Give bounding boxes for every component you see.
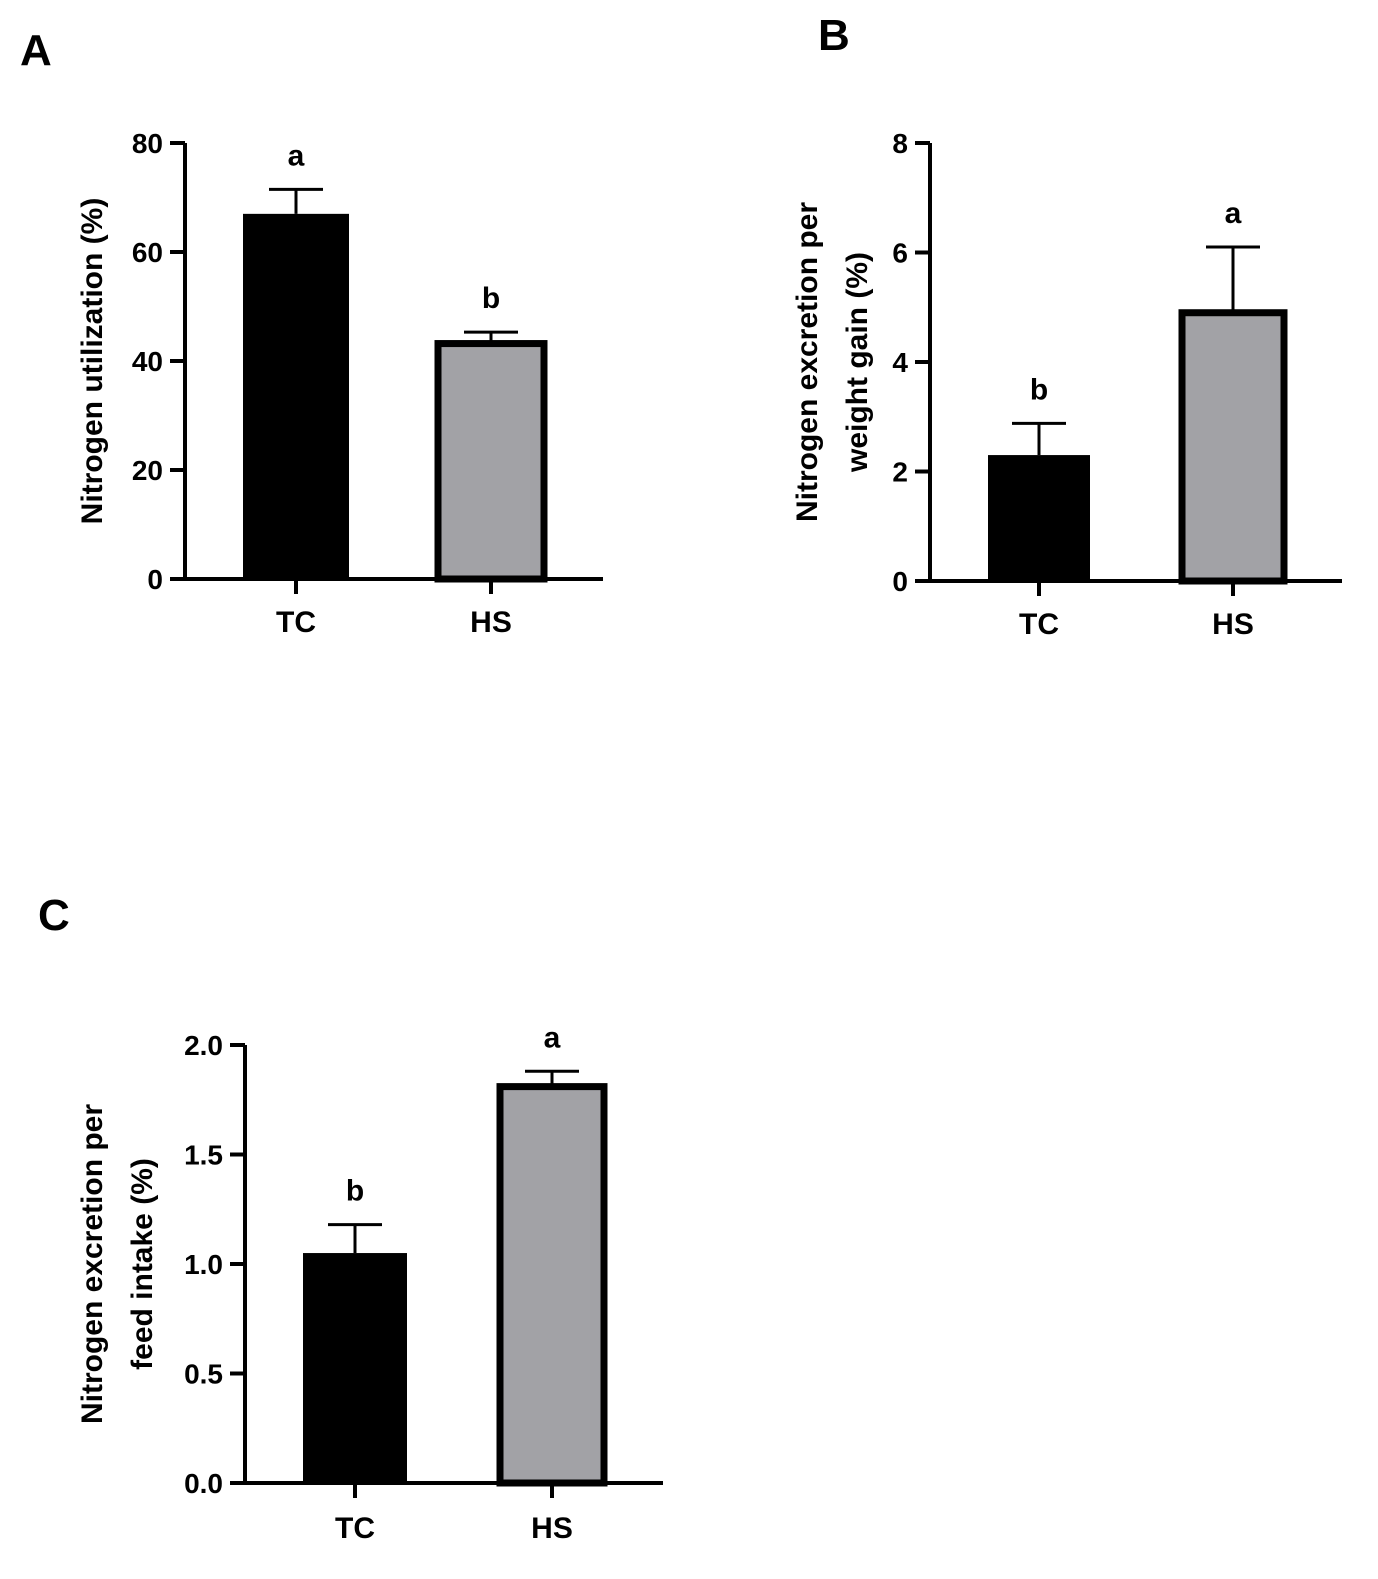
panel-b: B Nitrogen excretion per weight gain (%)…: [791, 11, 1342, 641]
bar-tc: [988, 455, 1090, 581]
y-axis-label-c-line-2: feed intake (%): [126, 1158, 159, 1370]
y-tick-label-c: 2.0: [184, 1030, 223, 1061]
y-tick-label-c: 1.5: [184, 1140, 223, 1171]
significance-label: b: [482, 282, 500, 315]
bars-a: a TC b HS: [243, 139, 548, 639]
y-tick-label-b: 0: [892, 566, 908, 597]
y-tick-label-c: 1.0: [184, 1249, 223, 1280]
bar-hs: [496, 1083, 608, 1487]
y-tick-label-b: 4: [892, 347, 908, 378]
panel-letter-a: A: [20, 26, 52, 75]
y-ticks-a: 0 20 40 60 80: [132, 128, 185, 595]
panel-letter-c: C: [38, 891, 70, 940]
y-tick-label-c: 0.5: [184, 1359, 223, 1390]
y-tick-label-a: 0: [147, 564, 163, 595]
x-tick-label-tc: TC: [276, 606, 316, 639]
x-tick-label-tc: TC: [1019, 608, 1059, 641]
y-axis-label-b-line-1: Nitrogen excretion per: [791, 202, 824, 522]
bars-c: b TC a HS: [303, 1021, 608, 1545]
bar-tc: [303, 1253, 407, 1483]
y-ticks-b: 0 2 4 6 8: [892, 128, 930, 597]
y-tick-label-b: 6: [892, 238, 908, 269]
y-axis-label-b-line-2: weight gain (%): [841, 252, 874, 473]
y-tick-label-b: 2: [892, 457, 908, 488]
y-tick-label-b: 8: [892, 128, 908, 159]
significance-label: b: [346, 1175, 364, 1208]
significance-label: b: [1030, 373, 1048, 406]
y-tick-label-a: 80: [132, 128, 163, 159]
x-tick-label-hs: HS: [531, 1512, 573, 1545]
significance-label: a: [544, 1021, 561, 1054]
y-tick-label-a: 60: [132, 237, 163, 268]
y-tick-label-c: 0.0: [184, 1468, 223, 1499]
y-tick-label-a: 40: [132, 346, 163, 377]
panel-a: A Nitrogen utilization (%) 0 20 40 60 80 a TC…: [20, 26, 603, 639]
y-axis-label-a: Nitrogen utilization (%): [76, 198, 109, 525]
y-ticks-c: 0.0 0.5 1.0 1.5 2.0: [184, 1030, 245, 1499]
y-tick-label-a: 20: [132, 455, 163, 486]
x-tick-label-tc: TC: [335, 1512, 375, 1545]
y-axis-label-c-line-1: Nitrogen excretion per: [76, 1104, 109, 1424]
bar-tc: [243, 213, 349, 579]
significance-label: a: [1225, 197, 1242, 230]
significance-label: a: [288, 139, 305, 172]
bar-hs: [434, 340, 548, 583]
x-tick-label-hs: HS: [470, 606, 512, 639]
bars-b: b TC a HS: [988, 197, 1288, 641]
panel-letter-b: B: [818, 11, 850, 60]
bar-hs: [1178, 309, 1288, 585]
x-tick-label-hs: HS: [1212, 608, 1254, 641]
panel-c: C Nitrogen excretion per feed intake (%)…: [38, 891, 663, 1545]
